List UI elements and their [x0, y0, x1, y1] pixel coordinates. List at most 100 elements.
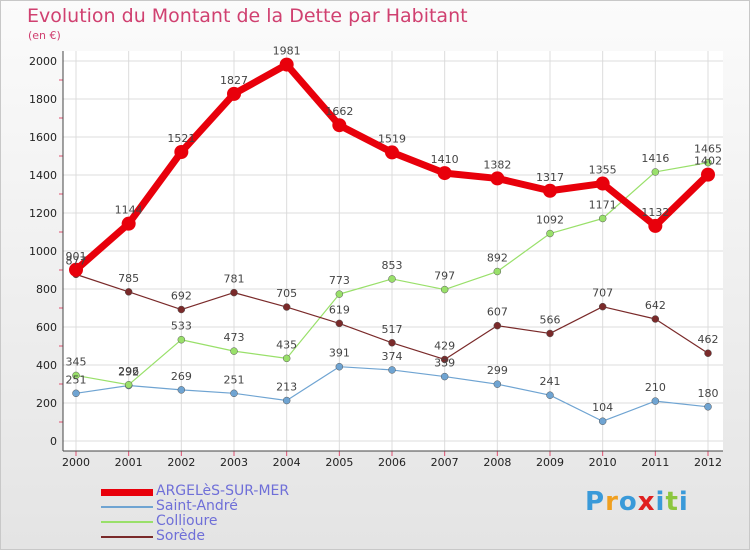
data-label: 797 [434, 270, 455, 283]
data-point [651, 397, 660, 405]
logo-letter: x [637, 487, 656, 517]
y-tick-label: 1000 [29, 245, 57, 258]
data-point [651, 168, 660, 176]
data-point [388, 366, 396, 374]
data-point [598, 417, 607, 425]
data-point [704, 349, 712, 357]
data-point [177, 305, 186, 314]
data-label: 251 [224, 373, 245, 386]
legend-swatch [101, 506, 153, 508]
data-point [177, 386, 186, 394]
data-point [543, 183, 557, 198]
data-point [388, 275, 396, 283]
data-label: 707 [592, 287, 613, 300]
data-point [546, 229, 554, 238]
data-label: 781 [224, 273, 245, 286]
data-label: 213 [276, 381, 297, 394]
logo-letter: r [605, 487, 619, 517]
data-point [335, 319, 344, 328]
data-point [704, 158, 712, 167]
data-point [598, 302, 607, 311]
data-label: 299 [487, 364, 508, 377]
data-label: 374 [382, 350, 403, 363]
data-label: 692 [171, 290, 192, 303]
legend-label: Sorède [156, 528, 206, 544]
x-tick-label: 2000 [62, 456, 90, 469]
data-label: 391 [329, 347, 350, 360]
data-point [121, 216, 136, 231]
data-label: 1981 [273, 45, 301, 58]
data-label: 642 [645, 299, 666, 312]
data-label: 785 [118, 272, 139, 285]
data-point [124, 288, 133, 296]
x-tick-label: 2006 [378, 456, 406, 469]
legend-item: ARGELèS-SUR-MER [101, 483, 361, 499]
data-label: 533 [171, 320, 192, 333]
data-label: 1132 [641, 206, 669, 219]
data-point [230, 389, 238, 398]
legend-swatch [101, 536, 153, 538]
data-label: 1519 [378, 132, 406, 145]
data-label: 517 [382, 323, 403, 336]
data-label: 292 [118, 366, 139, 379]
data-point [701, 167, 715, 182]
logo-letter: o [618, 487, 638, 517]
data-label: 1402 [694, 155, 722, 168]
unit-label: (en €) [28, 29, 61, 42]
data-label: 773 [329, 274, 350, 287]
x-tick-label: 2005 [325, 456, 353, 469]
data-label: 269 [171, 370, 192, 383]
legend-label: Saint-André [156, 498, 238, 514]
data-point [546, 391, 554, 399]
x-tick-label: 2003 [220, 456, 248, 469]
y-tick-label: 600 [36, 321, 57, 334]
x-tick-label: 2001 [115, 456, 143, 469]
data-point [230, 347, 238, 355]
y-tick-label: 1600 [29, 131, 57, 144]
x-tick-label: 2007 [431, 456, 459, 469]
chart-title: Evolution du Montant de la Dette par Hab… [27, 5, 468, 27]
data-label: 104 [592, 401, 613, 414]
data-point [174, 145, 189, 160]
proxiti-logo: Proxiti [585, 487, 689, 517]
legend-item: Sorède [101, 528, 361, 544]
data-label: 429 [434, 339, 455, 352]
data-label: 1317 [536, 171, 564, 184]
data-label: 296 [118, 365, 139, 378]
x-tick-label: 2008 [483, 456, 511, 469]
data-point [282, 396, 291, 405]
data-point [177, 335, 186, 344]
line-chart: 0 200 400 600 800 1000 1200 1400 1600 1800 2000 200… [29, 45, 723, 469]
x-tick-label: 2010 [589, 456, 617, 469]
data-point [69, 262, 83, 277]
data-label: 566 [540, 313, 561, 326]
legend-item: Saint-André [101, 498, 361, 514]
data-label: 1144 [115, 204, 143, 217]
logo-letter: i [678, 487, 689, 517]
data-point [335, 362, 344, 371]
data-label: 241 [540, 375, 561, 388]
data-point [546, 329, 554, 338]
y-tick-label: 200 [36, 397, 57, 410]
data-point [648, 218, 663, 233]
x-tick-label: 2002 [167, 456, 195, 469]
x-tick-label: 2012 [694, 456, 722, 469]
data-label: 901 [66, 250, 87, 263]
data-label: 1092 [536, 214, 564, 227]
data-point [493, 380, 502, 388]
data-point [440, 355, 449, 364]
data-point [440, 285, 449, 294]
data-label: 705 [276, 287, 297, 300]
data-label: 1171 [589, 199, 617, 212]
data-point [282, 303, 291, 311]
data-label: 473 [224, 331, 245, 344]
data-label: 210 [645, 381, 666, 394]
data-label: 435 [276, 338, 297, 351]
data-label: 462 [698, 333, 719, 346]
data-point [490, 171, 505, 186]
data-point [230, 288, 238, 297]
data-point [72, 371, 80, 380]
data-point [595, 176, 610, 191]
data-point [437, 166, 452, 181]
